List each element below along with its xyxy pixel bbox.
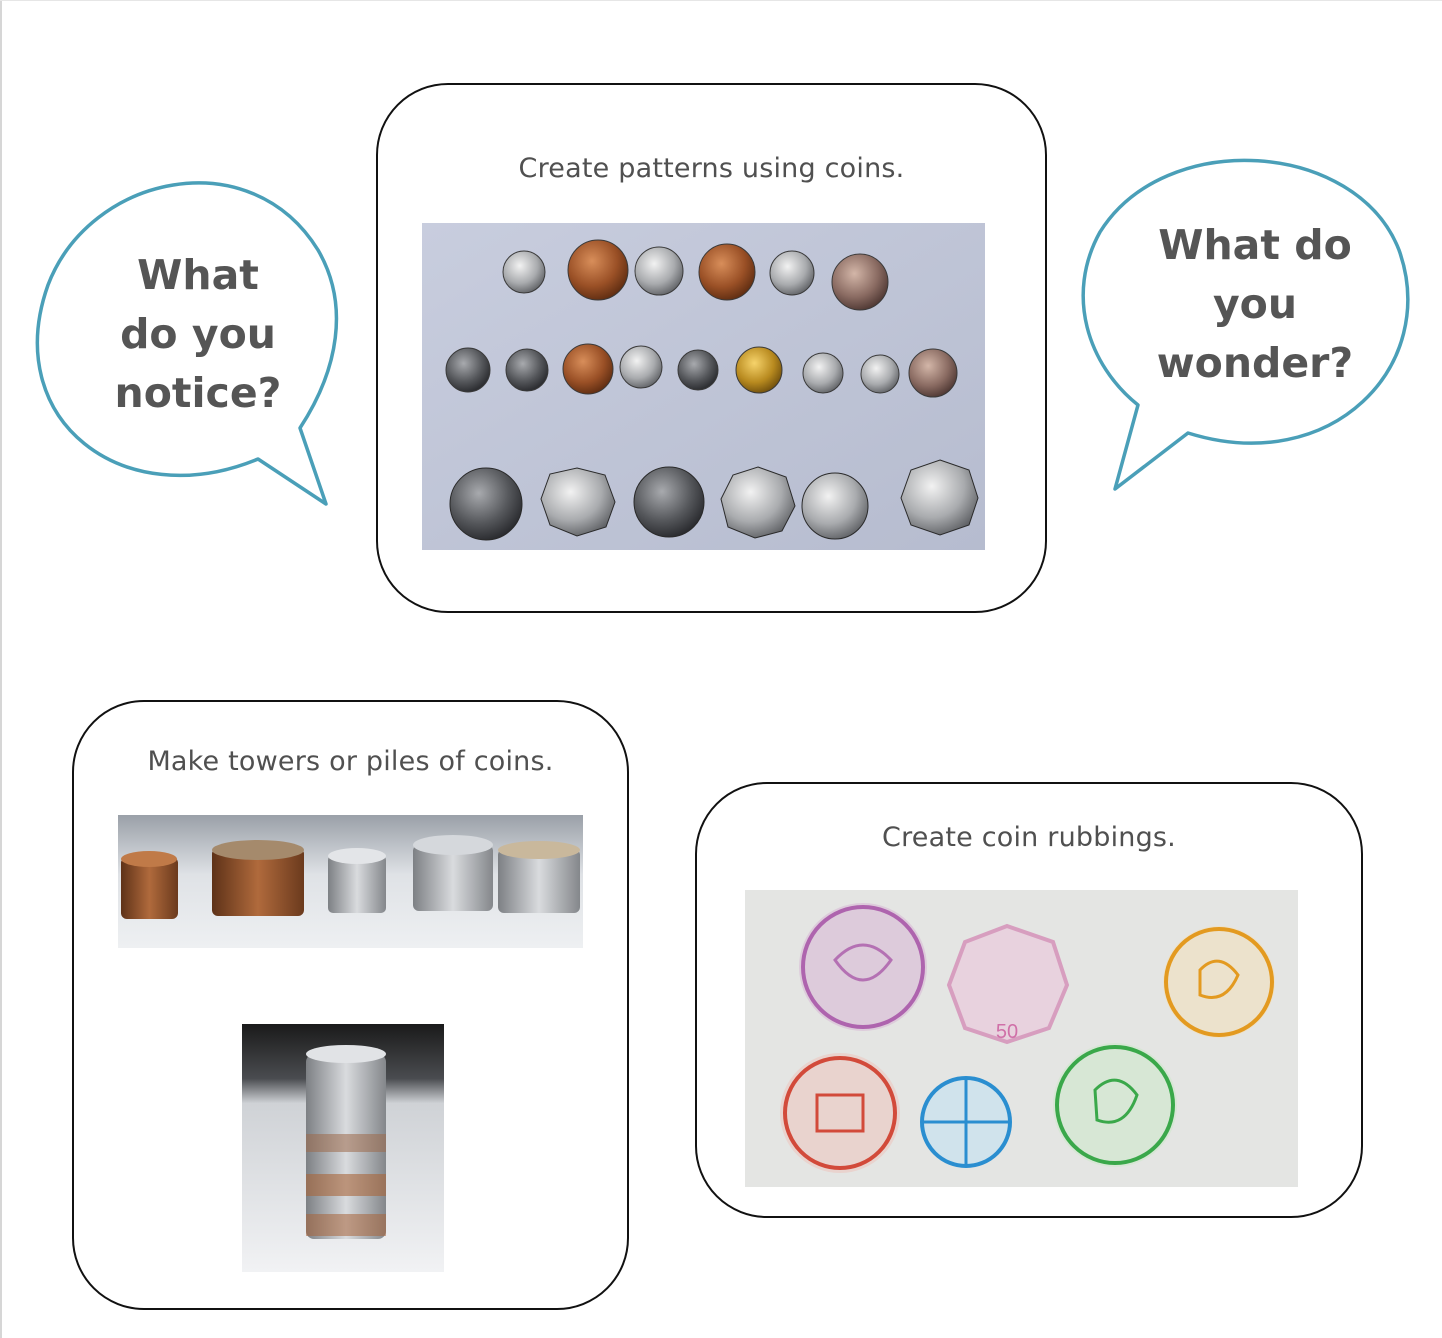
coin-rubbings-photo: 50 bbox=[745, 890, 1298, 1187]
rubbings-card: Create coin rubbings. 50 bbox=[695, 782, 1363, 1218]
wonder-line-1: What do bbox=[1158, 221, 1352, 269]
rubbings-card-title: Create coin rubbings. bbox=[882, 822, 1176, 853]
rubbing-green bbox=[1053, 1043, 1177, 1167]
page-top-rule bbox=[0, 0, 1442, 1]
coin-pile-5 bbox=[498, 841, 580, 913]
coin-pile-2 bbox=[212, 840, 304, 916]
wonder-line-3: wonder? bbox=[1156, 339, 1354, 387]
coin-tower bbox=[306, 1045, 386, 1239]
coin-pile-4 bbox=[413, 835, 493, 911]
page-left-rule bbox=[0, 0, 2, 1338]
coin-row-2 bbox=[445, 343, 958, 398]
wonder-bubble-outline bbox=[1081, 158, 1410, 491]
towers-card: Make towers or piles of coins. bbox=[72, 700, 629, 1310]
notice-line-2: do you bbox=[120, 310, 276, 358]
rubbing-blue bbox=[920, 1076, 1012, 1168]
coin-row-3 bbox=[449, 459, 979, 541]
coin-row-1 bbox=[502, 239, 889, 311]
coin-pile-1 bbox=[121, 851, 178, 919]
notice-line-3: notice? bbox=[114, 369, 282, 417]
coin-pile-3 bbox=[328, 848, 386, 913]
patterns-card-title: Create patterns using coins. bbox=[518, 153, 905, 184]
rubbing-red bbox=[780, 1053, 900, 1173]
patterns-card: Create patterns using coins. bbox=[376, 83, 1047, 613]
wonder-bubble: What do you wonder? bbox=[1135, 216, 1375, 393]
coin-tower-photo bbox=[242, 1024, 444, 1272]
svg-text:50: 50 bbox=[996, 1021, 1018, 1043]
wonder-line-2: you bbox=[1212, 280, 1298, 328]
notice-bubble: What do you notice? bbox=[88, 246, 308, 423]
coin-piles-photo bbox=[118, 815, 583, 948]
rubbing-orange bbox=[1163, 926, 1275, 1038]
coin-patterns-photo bbox=[422, 223, 985, 550]
rubbing-purple bbox=[799, 903, 927, 1031]
rubbing-pink: 50 bbox=[946, 923, 1070, 1045]
towers-card-title: Make towers or piles of coins. bbox=[147, 746, 554, 777]
notice-bubble-outline bbox=[35, 181, 339, 506]
notice-line-1: What bbox=[137, 251, 259, 299]
